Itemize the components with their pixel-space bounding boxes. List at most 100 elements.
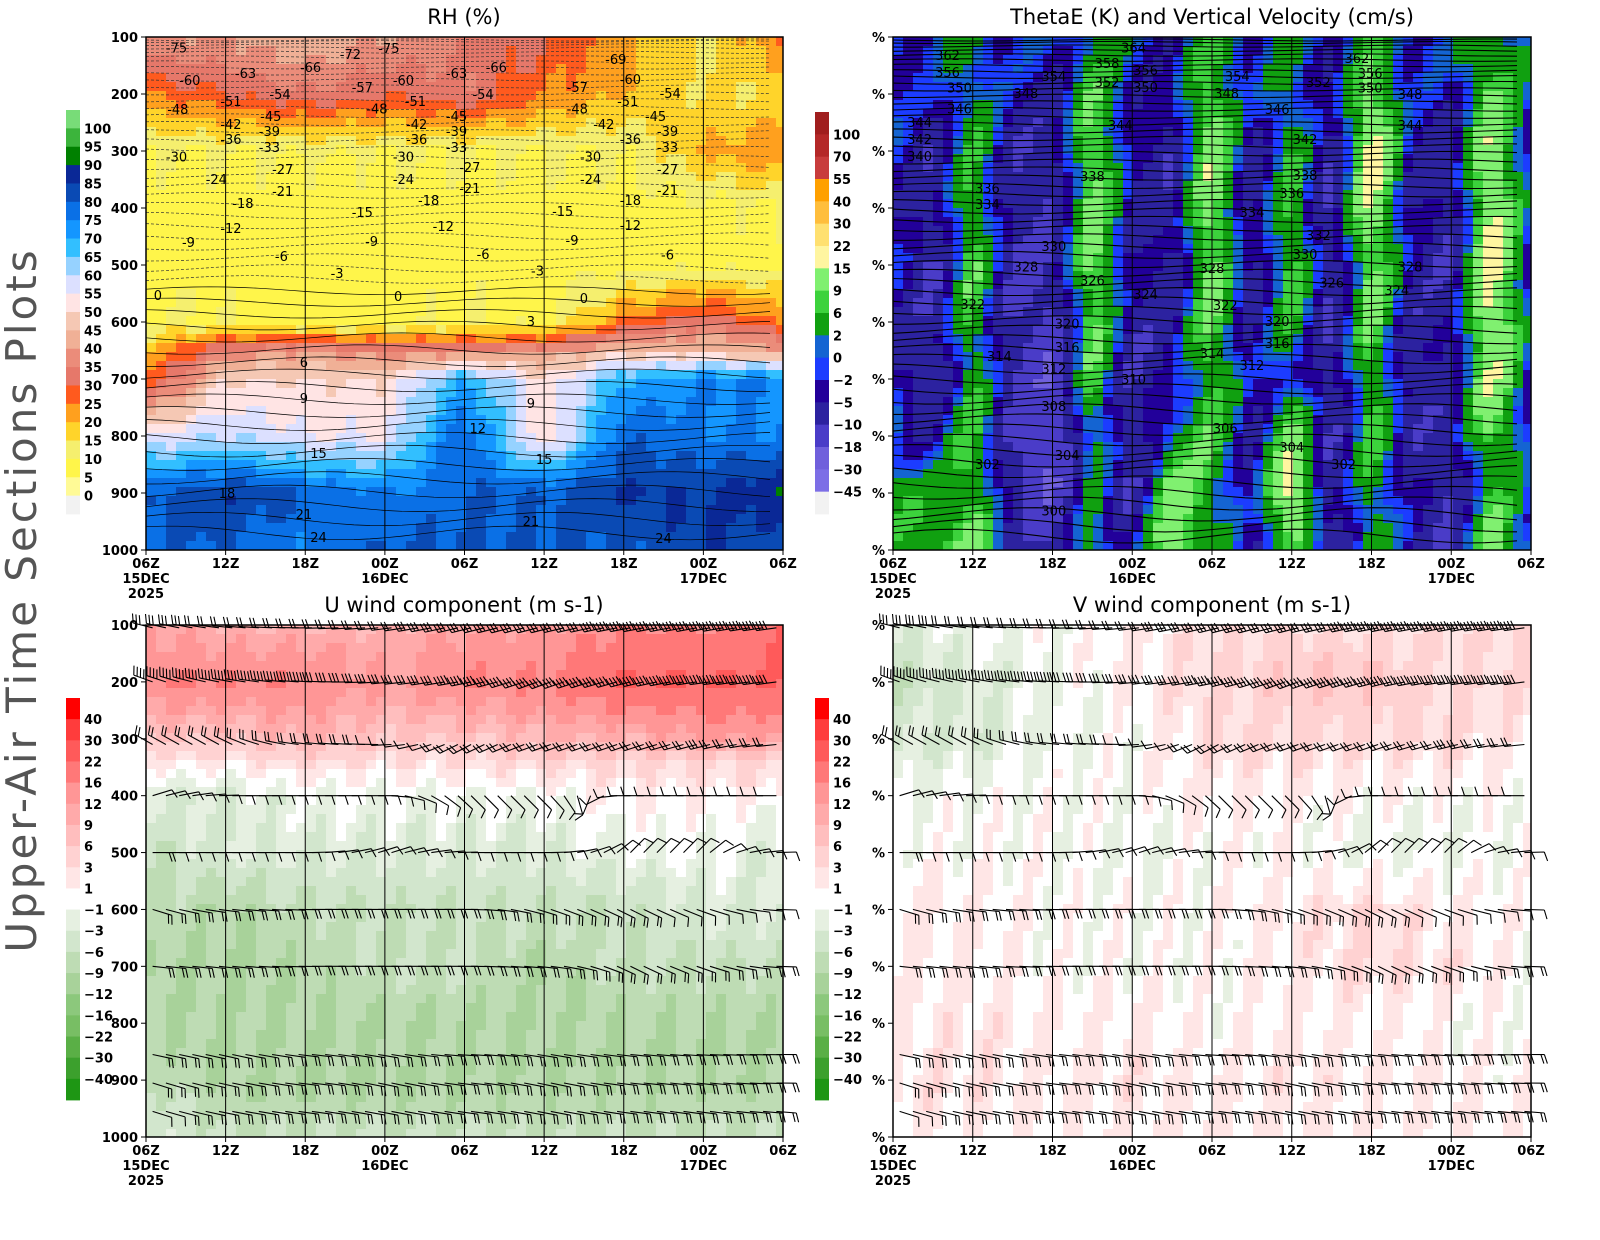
heatmap-cell <box>486 226 497 236</box>
heatmap-cell <box>146 361 157 371</box>
heatmap-cell <box>486 154 497 164</box>
contour-label: -36 <box>220 133 241 148</box>
heatmap-cell <box>516 460 527 470</box>
heatmap-cell <box>706 289 717 299</box>
heatmap-cell <box>176 514 187 524</box>
heatmap-cell <box>953 469 964 479</box>
heatmap-cell <box>196 145 207 155</box>
heatmap-cell <box>536 289 547 299</box>
heatmap-cell <box>746 73 757 83</box>
heatmap-cell <box>716 271 727 281</box>
heatmap-cell <box>736 217 747 227</box>
heatmap-cell <box>346 244 357 254</box>
colorbar-box <box>66 183 80 202</box>
heatmap-cell <box>1073 190 1084 200</box>
heatmap-cell <box>476 352 487 362</box>
heatmap-cell <box>176 325 187 335</box>
heatmap-cell <box>586 415 597 425</box>
heatmap-cell <box>346 307 357 317</box>
heatmap-cell <box>186 388 197 398</box>
heatmap-cell <box>146 82 157 92</box>
heatmap-cell <box>506 190 517 200</box>
heatmap-cell <box>216 64 227 74</box>
heatmap-cell <box>446 541 457 551</box>
x-tick-label: 06Z <box>451 557 479 572</box>
heatmap-cell <box>686 172 697 182</box>
heatmap-cell <box>596 289 607 299</box>
heatmap-cell <box>386 316 397 326</box>
heatmap-cell <box>206 271 217 281</box>
heatmap-cell <box>943 226 954 236</box>
heatmap-cell <box>676 235 687 245</box>
x-tick-label: 18Z <box>291 557 319 572</box>
contour-label: -21 <box>459 182 480 197</box>
heatmap-cell <box>196 298 207 308</box>
heatmap-cell <box>336 226 347 236</box>
heatmap-cell <box>516 154 527 164</box>
heatmap-cell <box>236 451 247 461</box>
heatmap-cell <box>963 37 974 47</box>
heatmap-cell <box>666 289 677 299</box>
heatmap-cell <box>266 487 277 497</box>
heatmap-cell <box>546 379 557 389</box>
heatmap-cell <box>476 514 487 524</box>
heatmap-cell <box>1073 145 1084 155</box>
heatmap-cell <box>256 496 267 506</box>
heatmap-cell <box>1053 118 1064 128</box>
heatmap-cell <box>486 316 497 326</box>
heatmap-cell <box>1063 307 1074 317</box>
heatmap-cell <box>1023 172 1034 182</box>
heatmap-cell <box>596 505 607 515</box>
heatmap-cell <box>1043 379 1054 389</box>
heatmap-cell <box>903 37 914 47</box>
heatmap-cell <box>973 442 984 452</box>
heatmap-cell <box>236 361 247 371</box>
heatmap-cell <box>616 541 627 551</box>
heatmap-cell <box>716 397 727 407</box>
heatmap-cell <box>256 172 267 182</box>
heatmap-cell <box>496 163 507 173</box>
heatmap-cell <box>913 487 924 497</box>
heatmap-cell <box>156 397 167 407</box>
heatmap-cell <box>923 334 934 344</box>
heatmap-cell <box>416 451 427 461</box>
heatmap-cell <box>943 406 954 416</box>
heatmap-cell <box>696 217 707 227</box>
heatmap-cell <box>686 415 697 425</box>
heatmap-cell <box>913 325 924 335</box>
heatmap-cell <box>1013 289 1024 299</box>
heatmap-cell <box>766 487 777 497</box>
heatmap-cell <box>356 541 367 551</box>
heatmap-cell <box>276 226 287 236</box>
heatmap-cell <box>1043 334 1054 344</box>
heatmap-cell <box>546 532 557 542</box>
heatmap-cell <box>476 541 487 551</box>
heatmap-cell <box>386 379 397 389</box>
heatmap-cell <box>646 442 657 452</box>
heatmap-cell <box>436 379 447 389</box>
heatmap-cell <box>1063 271 1074 281</box>
heatmap-cell <box>386 307 397 317</box>
heatmap-cell <box>596 217 607 227</box>
heatmap-cell <box>526 226 537 236</box>
heatmap-cell <box>166 127 177 137</box>
heatmap-cell <box>366 379 377 389</box>
heatmap-cell <box>336 388 347 398</box>
heatmap-cell <box>446 397 457 407</box>
heatmap-cell <box>913 307 924 317</box>
contour-label: -30 <box>166 151 187 166</box>
heatmap-cell <box>156 532 167 542</box>
heatmap-cell <box>1003 289 1014 299</box>
heatmap-cell <box>1033 325 1044 335</box>
heatmap-cell <box>616 118 627 128</box>
heatmap-cell <box>206 136 217 146</box>
heatmap-cell <box>506 478 517 488</box>
heatmap-cell <box>696 487 707 497</box>
heatmap-cell <box>286 352 297 362</box>
heatmap-cell <box>903 181 914 191</box>
heatmap-cell <box>696 541 707 551</box>
heatmap-cell <box>396 316 407 326</box>
heatmap-cell <box>526 208 537 218</box>
heatmap-cell <box>586 397 597 407</box>
heatmap-cell <box>746 235 757 245</box>
